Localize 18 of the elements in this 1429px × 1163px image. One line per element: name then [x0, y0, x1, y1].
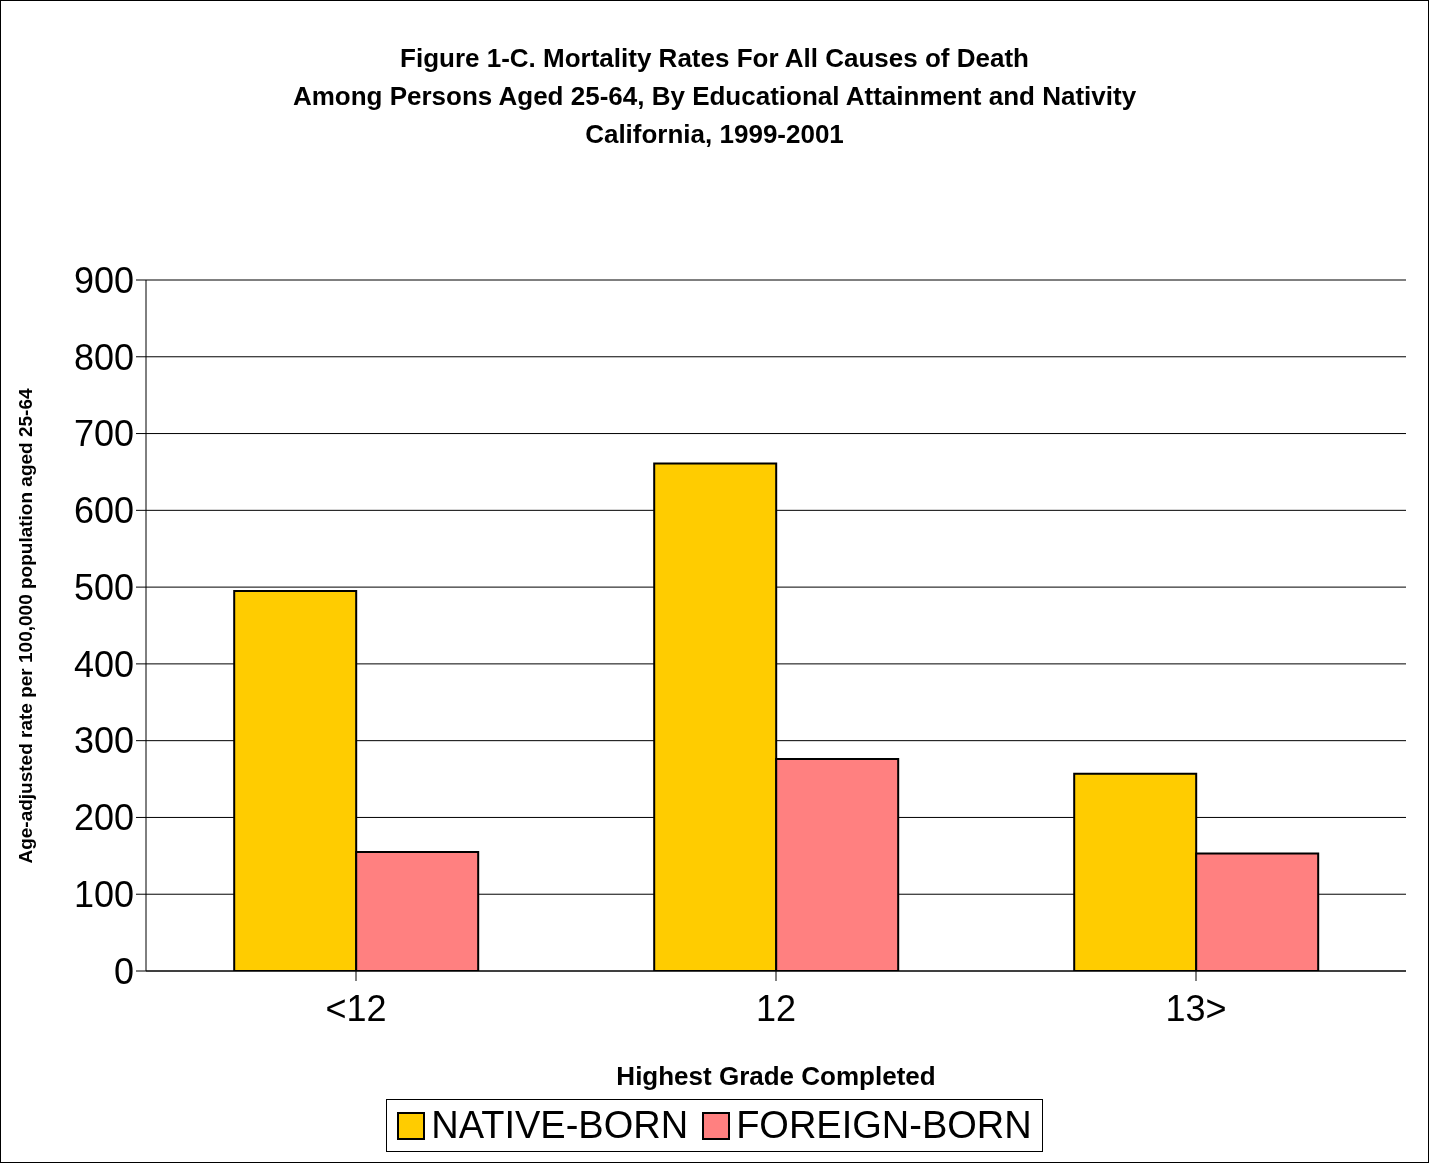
x-tick-label: 13> [1165, 987, 1227, 1029]
y-tick-label: 0 [113, 950, 134, 992]
y-tick-label: 600 [73, 490, 134, 532]
x-tick-label: 12 [755, 987, 797, 1029]
y-tick-label: 300 [73, 720, 134, 762]
y-axis-title: Age-adjusted rate per 100,000 population aged 25-64 [15, 387, 37, 866]
y-tick-label: 800 [73, 336, 134, 378]
legend-label: NATIVE-BORN [431, 1104, 689, 1147]
y-tick-label: 400 [73, 643, 134, 685]
y-tick-label: 900 [73, 259, 134, 301]
chart-title: Figure 1-C. Mortality Rates For All Causes of Death Among Persons Aged 25-64, By Educational Attainment and Nativity California, 1999-2001 [291, 42, 1138, 151]
x-tick-label: <12 [325, 987, 387, 1029]
y-tick-label: 700 [73, 413, 134, 455]
legend-label: FOREIGN-BORN [736, 1104, 1032, 1147]
x-axis-title: Highest Grade Completed [615, 1061, 937, 1092]
y-tick-label: 100 [73, 874, 134, 915]
y-tick-label: 200 [73, 797, 134, 839]
y-tick-label: 500 [73, 566, 134, 608]
